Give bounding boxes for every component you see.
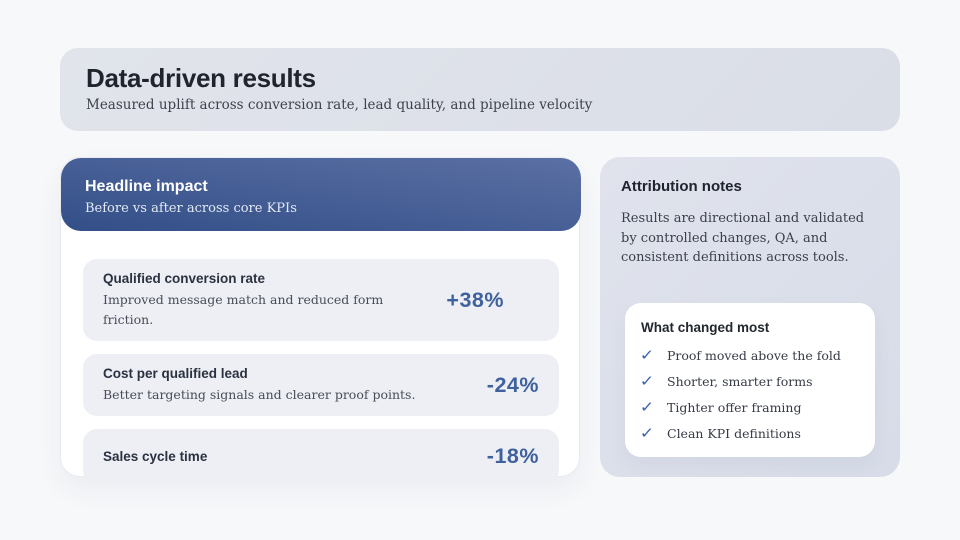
what-changed-most-title: What changed most bbox=[641, 320, 770, 335]
check-icon: ✓ bbox=[639, 373, 655, 390]
kpi-label: Sales cycle time bbox=[103, 449, 208, 464]
kpi-label: Qualified conversion rate bbox=[103, 271, 266, 286]
kpi-value: -18% bbox=[486, 444, 539, 468]
headline-impact-header: Headline impact Before vs after across c… bbox=[61, 158, 581, 231]
kpi-description: Better targeting signals and clearer pro… bbox=[103, 387, 416, 402]
kpi-label: Cost per qualified lead bbox=[103, 366, 248, 381]
kpi-description: Improved message match and reduced form … bbox=[103, 292, 384, 327]
page-title: Data-driven results bbox=[86, 63, 316, 93]
headline-impact-title: Headline impact bbox=[85, 178, 208, 195]
headline-impact-subtitle: Before vs after across core KPIs bbox=[85, 201, 297, 216]
check-icon: ✓ bbox=[639, 347, 655, 364]
list-item: ✓ Proof moved above the fold bbox=[639, 347, 859, 364]
kpi-row-sales-cycle-time: Sales cycle time -18% bbox=[83, 429, 559, 484]
kpi-row-cost-per-qualified-lead: Cost per qualified lead Better targeting… bbox=[83, 354, 559, 416]
headline-impact-card: Headline impact Before vs after across c… bbox=[60, 157, 581, 484]
check-icon: ✓ bbox=[639, 399, 655, 416]
attribution-notes-title: Attribution notes bbox=[621, 178, 742, 195]
header-band: Data-driven results Measured uplift acro… bbox=[60, 48, 900, 131]
kpi-row-qualified-conversion-rate: Qualified conversion rate Improved messa… bbox=[83, 259, 559, 341]
kpi-text: Cost per qualified lead Better targeting… bbox=[103, 365, 415, 405]
list-item: ✓ Tighter offer framing bbox=[639, 399, 859, 416]
list-item-label: Proof moved above the fold bbox=[667, 348, 841, 363]
kpi-text: Qualified conversion rate Improved messa… bbox=[103, 270, 430, 330]
list-item-label: Tighter offer framing bbox=[667, 400, 802, 415]
what-changed-most-card: What changed most ✓ Proof moved above th… bbox=[625, 303, 875, 457]
attribution-notes-card: Attribution notes Results are directiona… bbox=[600, 157, 900, 477]
list-item: ✓ Clean KPI definitions bbox=[639, 425, 859, 442]
kpi-text: Sales cycle time bbox=[103, 448, 207, 465]
attribution-notes-body: Results are directional and validated by… bbox=[621, 211, 865, 265]
list-item: ✓ Shorter, smarter forms bbox=[639, 373, 859, 390]
check-icon: ✓ bbox=[639, 425, 655, 442]
kpi-list: Qualified conversion rate Improved messa… bbox=[83, 259, 559, 484]
kpi-value: -24% bbox=[486, 372, 539, 397]
kpi-value: +38% bbox=[446, 287, 504, 312]
page-subtitle: Measured uplift across conversion rate, … bbox=[86, 97, 593, 113]
list-item-label: Clean KPI definitions bbox=[667, 426, 801, 441]
changes-list: ✓ Proof moved above the fold ✓ Shorter, … bbox=[639, 347, 859, 442]
list-item-label: Shorter, smarter forms bbox=[667, 374, 813, 389]
